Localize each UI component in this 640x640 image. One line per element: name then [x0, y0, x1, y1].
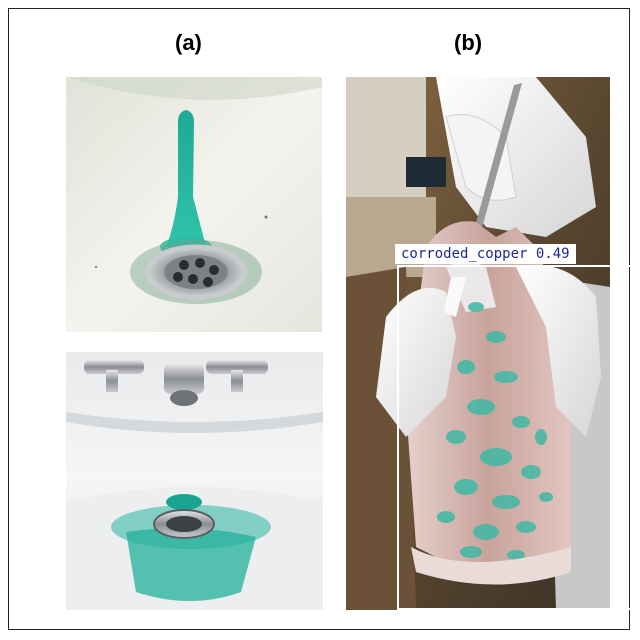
detection-label: corroded_copper 0.49	[395, 244, 576, 264]
panel-a-label: (a)	[175, 30, 202, 55]
photo-sink-with-taps	[66, 352, 323, 610]
photo-drain-top-view	[66, 77, 322, 332]
panel-b-label: (b)	[454, 30, 483, 55]
photo-corroded-copper-pipe	[346, 77, 610, 610]
